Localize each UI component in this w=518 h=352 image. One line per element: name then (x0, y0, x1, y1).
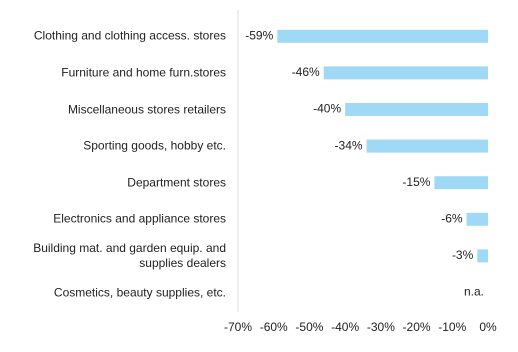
category-label: Furniture and home furn.stores (61, 65, 226, 80)
bar (277, 29, 488, 43)
value-label: -6% (441, 211, 463, 225)
category-label: Electronics and appliance stores (53, 211, 226, 226)
x-tick-label: -20% (403, 320, 431, 334)
value-label: -59% (245, 28, 273, 42)
x-tick-label: -30% (367, 320, 395, 334)
bar (466, 212, 488, 226)
category-label: Sporting goods, hobby etc. (83, 138, 226, 153)
value-label: -15% (402, 175, 430, 189)
value-label: -46% (292, 65, 320, 79)
category-label: Building mat. and garden equip. and supp… (33, 240, 226, 270)
value-label: -3% (452, 248, 474, 262)
category-label: Miscellaneous stores retailers (67, 102, 226, 116)
x-tick-label: -70% (224, 320, 252, 334)
x-tick-label: -10% (438, 320, 466, 334)
x-tick-label: -50% (295, 320, 323, 334)
category-label: Cosmetics, beauty supplies, etc. (53, 285, 226, 299)
bar (434, 176, 488, 190)
bar (477, 249, 488, 263)
bar (323, 66, 488, 80)
x-tick-label: 0% (479, 320, 497, 334)
value-label: n.a. (464, 285, 484, 299)
bar (345, 103, 488, 116)
x-tick-label: -40% (331, 320, 359, 334)
bar (366, 139, 488, 153)
category-label: Department stores (127, 175, 226, 190)
value-label: -40% (313, 102, 341, 116)
value-label: -34% (335, 138, 363, 152)
category-label: Clothing and clothing access. stores (33, 28, 226, 43)
x-tick-label: -60% (260, 320, 288, 334)
